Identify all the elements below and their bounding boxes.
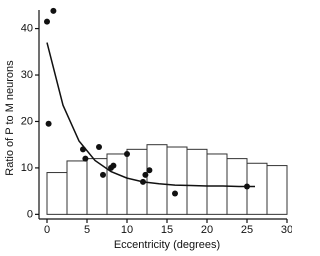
histogram-bar	[186, 148, 208, 215]
histogram-bar	[46, 172, 68, 215]
y-tick-label: 30	[21, 69, 33, 81]
data-point	[110, 162, 117, 169]
data-point	[100, 171, 106, 178]
y-axis-label: Ratio of P to M neurons	[4, 60, 16, 176]
data-point	[80, 146, 86, 153]
x-tick-label: 25	[241, 224, 253, 236]
x-tick-label: 5	[84, 224, 90, 236]
histogram-bar	[206, 153, 228, 215]
data-point	[44, 18, 50, 25]
data-point	[124, 150, 130, 157]
histogram-bar	[246, 162, 268, 215]
data-point	[82, 155, 89, 162]
x-axis-label: Eccentricity (degrees)	[114, 239, 220, 251]
data-point	[142, 171, 149, 178]
fit-curve	[46, 42, 255, 188]
data-point	[140, 178, 146, 185]
x-tick-label: 10	[121, 224, 133, 236]
chart: Eccentricity (degrees) Ratio of P to M n…	[4, 7, 292, 251]
y-tick-label: 10	[21, 162, 33, 174]
y-tick-label: 20	[21, 115, 33, 127]
y-tick-label: 0	[27, 208, 33, 220]
y-tick-label: 40	[21, 22, 33, 34]
histogram-bar	[266, 165, 288, 215]
data-point	[96, 144, 102, 151]
data-point	[146, 167, 153, 174]
data-point	[172, 190, 178, 197]
x-tick-label: 15	[161, 224, 173, 236]
histogram-bar	[66, 160, 88, 215]
x-tick-label: 20	[201, 224, 213, 236]
data-point	[45, 120, 52, 127]
x-tick-label: 0	[44, 224, 50, 236]
histogram-bar	[106, 153, 128, 215]
data-point	[244, 183, 250, 190]
data-point	[50, 7, 57, 14]
histogram-bar	[166, 146, 188, 215]
histogram-bar	[146, 144, 168, 215]
x-tick-label: 30	[281, 224, 292, 236]
